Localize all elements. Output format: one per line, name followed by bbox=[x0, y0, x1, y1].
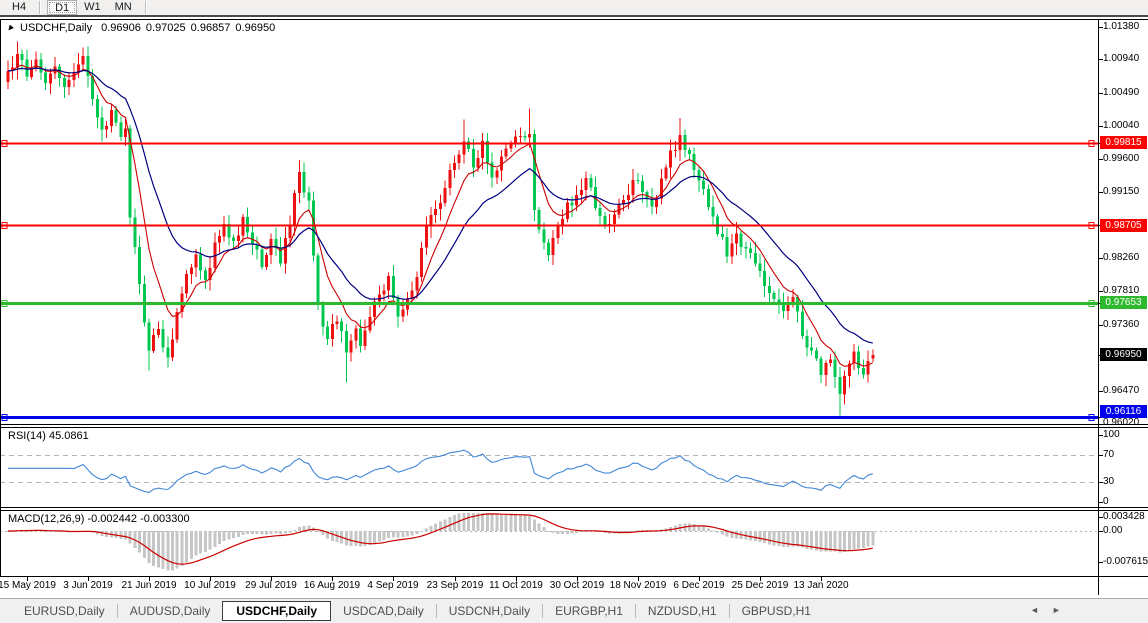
tab-eurgbp-h1[interactable]: EURGBP,H1 bbox=[555, 604, 623, 618]
date-tick-label: 30 Oct 2019 bbox=[549, 580, 605, 591]
macd-tick-label: 0.00 bbox=[1103, 525, 1123, 536]
date-tick-label: 23 Sep 2019 bbox=[426, 580, 484, 591]
ohlc-high: 0.97025 bbox=[145, 22, 186, 34]
tab-scroll-arrows: ◄ ► bbox=[1030, 605, 1074, 615]
timeframe-button-w1[interactable]: W1 bbox=[84, 1, 101, 13]
chart-title: USDCHF,Daily 0.96906 0.97025 0.96857 0.96950 bbox=[20, 22, 280, 34]
ohlc-open: 0.96906 bbox=[101, 22, 141, 34]
price-chart-canvas[interactable] bbox=[0, 0, 1148, 603]
rsi-tick-label: 0 bbox=[1103, 496, 1109, 507]
macd-tick-label: 0.003428 bbox=[1103, 511, 1145, 522]
date-tick-label: 25 Dec 2019 bbox=[731, 580, 789, 591]
tab-gbpusd-h1[interactable]: GBPUSD,H1 bbox=[741, 604, 811, 618]
tab-eurusd-daily[interactable]: EURUSD,Daily bbox=[24, 604, 105, 618]
date-tick-label: 13 Jan 2020 bbox=[793, 580, 849, 591]
toolbar-separator bbox=[144, 1, 147, 14]
timeframe-button-mn[interactable]: MN bbox=[114, 1, 132, 13]
symbol-period-label: USDCHF,Daily bbox=[20, 22, 93, 34]
price-tick-label: 1.00040 bbox=[1103, 120, 1140, 131]
macd-tick-label: -0.007615 bbox=[1103, 556, 1148, 567]
price-tick-label: 0.99600 bbox=[1103, 153, 1140, 164]
price-tick-label: 1.00940 bbox=[1103, 53, 1140, 64]
date-tick-label: 21 Jun 2019 bbox=[121, 580, 177, 591]
price-tick-label: 0.97360 bbox=[1103, 319, 1140, 330]
tab-usdcad-daily[interactable]: USDCAD,Daily bbox=[343, 604, 424, 618]
date-tick-label: 4 Sep 2019 bbox=[367, 580, 419, 591]
date-tick-label: 3 Jun 2019 bbox=[63, 580, 113, 591]
tab-separator bbox=[542, 604, 544, 618]
price-level-badge: 0.97653 bbox=[1100, 296, 1147, 309]
tab-separator bbox=[728, 604, 730, 618]
tab-usdchf-daily[interactable]: USDCHF,Daily bbox=[222, 601, 332, 621]
date-tick-label: 6 Dec 2019 bbox=[673, 580, 725, 591]
date-tick-label: 29 Jul 2019 bbox=[245, 580, 297, 591]
rsi-tick-label: 70 bbox=[1103, 449, 1115, 460]
rsi-tick-label: 100 bbox=[1103, 429, 1120, 440]
tab-separator bbox=[116, 604, 118, 618]
price-tick-label: 0.96020 bbox=[1103, 417, 1140, 428]
ohlc-low: 0.96857 bbox=[190, 22, 231, 34]
price-level-badge: 0.96116 bbox=[1100, 405, 1147, 418]
price-tick-label: 0.99150 bbox=[1103, 186, 1140, 197]
tab-scroll-right-icon[interactable]: ► bbox=[1051, 605, 1061, 615]
timeframe-button-d1[interactable]: D1 bbox=[47, 0, 78, 15]
rsi-label: RSI(14) 45.0861 bbox=[8, 430, 89, 442]
timeframe-button-h4[interactable]: H4 bbox=[12, 1, 27, 13]
date-tick-label: 11 Oct 2019 bbox=[489, 580, 543, 591]
date-tick-label: 18 Nov 2019 bbox=[609, 580, 667, 591]
tab-separator bbox=[435, 604, 437, 618]
toolbar-separator bbox=[39, 1, 42, 14]
tab-nzdusd-h1[interactable]: NZDUSD,H1 bbox=[647, 604, 717, 618]
date-tick-label: 16 Aug 2019 bbox=[303, 580, 361, 591]
price-level-badge: 0.96950 bbox=[1100, 348, 1147, 361]
rsi-tick-label: 30 bbox=[1103, 476, 1115, 487]
tab-separator bbox=[634, 604, 636, 618]
price-tick-label: 0.98260 bbox=[1103, 252, 1140, 263]
price-tick-label: 0.97810 bbox=[1103, 285, 1140, 296]
timeframe-toolbar: H4 D1 W1 MN bbox=[0, 0, 1148, 17]
chart-tabs: EURUSD,Daily AUDUSD,Daily USDCHF,Daily USDC… bbox=[0, 598, 1148, 623]
price-tick-label: 1.00490 bbox=[1103, 87, 1140, 98]
price-tick-label: 1.01380 bbox=[1103, 21, 1140, 32]
macd-label: MACD(12,26,9) -0.002442 -0.003300 bbox=[8, 513, 190, 525]
date-tick-label: 15 May 2019 bbox=[0, 580, 56, 591]
tab-audusd-daily[interactable]: AUDUSD,Daily bbox=[129, 604, 211, 618]
ohlc-close: 0.96950 bbox=[235, 22, 276, 34]
tab-usdcnh-daily[interactable]: USDCNH,Daily bbox=[448, 604, 531, 618]
price-tick-label: 0.96470 bbox=[1103, 385, 1140, 396]
price-level-badge: 0.99815 bbox=[1100, 136, 1147, 149]
date-tick-label: 10 Jul 2019 bbox=[184, 580, 236, 591]
price-level-badge: 0.98705 bbox=[1100, 219, 1147, 232]
tab-scroll-left-icon[interactable]: ◄ bbox=[1030, 605, 1039, 615]
